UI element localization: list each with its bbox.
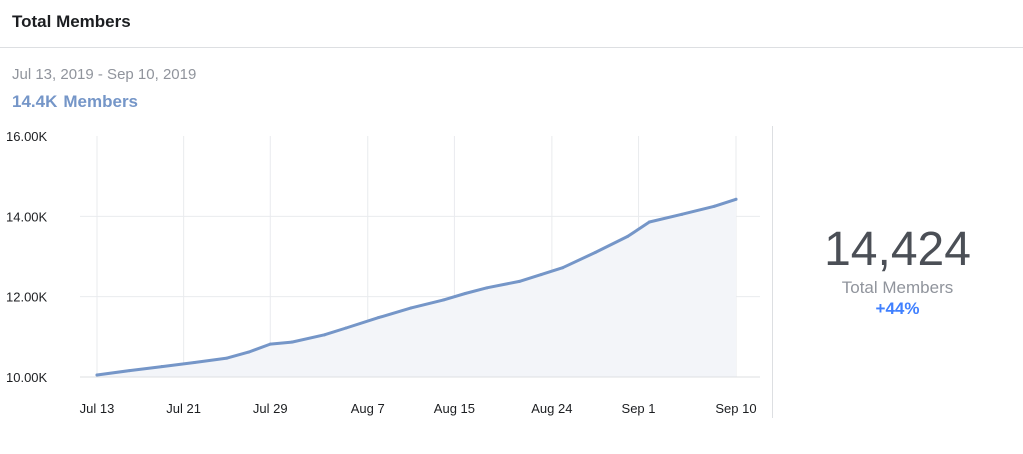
stat-block: 14,424 Total Members +44% bbox=[790, 222, 1005, 320]
data-point bbox=[647, 220, 651, 224]
x-tick-label: Jul 13 bbox=[80, 401, 115, 416]
y-tick-label: 10.00K bbox=[6, 370, 48, 385]
data-point bbox=[593, 250, 597, 254]
x-tick-label: Aug 24 bbox=[531, 401, 572, 416]
card-header: Total Members bbox=[0, 0, 1023, 48]
data-point bbox=[409, 306, 413, 310]
y-tick-label: 16.00K bbox=[6, 129, 48, 144]
data-point bbox=[485, 286, 489, 290]
x-tick-label: Sep 10 bbox=[715, 401, 756, 416]
x-tick-label: Sep 1 bbox=[622, 401, 656, 416]
member-summary: 14.4K Members bbox=[12, 92, 138, 112]
growth-percent: +44% bbox=[875, 299, 920, 318]
x-tick-label: Jul 29 bbox=[253, 401, 288, 416]
series-area bbox=[97, 199, 736, 377]
data-point bbox=[290, 340, 294, 344]
series-line bbox=[95, 197, 738, 377]
data-point bbox=[442, 298, 446, 302]
data-point bbox=[626, 234, 630, 238]
data-point bbox=[712, 204, 716, 208]
x-tick-label: Aug 15 bbox=[434, 401, 475, 416]
data-point bbox=[160, 365, 164, 369]
data-point bbox=[734, 197, 738, 201]
data-point bbox=[192, 361, 196, 365]
data-point bbox=[268, 342, 272, 346]
x-tick-label: Jul 21 bbox=[166, 401, 201, 416]
data-point bbox=[247, 350, 251, 354]
data-point bbox=[377, 316, 381, 320]
data-point bbox=[344, 326, 348, 330]
vertical-divider bbox=[772, 126, 773, 418]
y-tick-label: 12.00K bbox=[6, 290, 48, 305]
data-point bbox=[127, 369, 131, 373]
y-tick-label: 14.00K bbox=[6, 209, 48, 224]
member-summary-value: 14.4K bbox=[12, 92, 58, 111]
date-range: Jul 13, 2019 - Sep 10, 2019 bbox=[12, 66, 197, 83]
data-point bbox=[539, 273, 543, 277]
data-point bbox=[225, 356, 229, 360]
data-point bbox=[95, 373, 99, 377]
card-title: Total Members bbox=[12, 12, 131, 31]
total-members-label: Total Members bbox=[841, 278, 954, 297]
data-point bbox=[322, 333, 326, 337]
data-point bbox=[517, 279, 521, 283]
member-summary-label: Members bbox=[63, 92, 139, 111]
members-chart: 10.00K 12.00K 14.00K 16.00K Jul 13 Jul 21 Jul … bbox=[6, 129, 760, 416]
data-point bbox=[463, 291, 467, 295]
x-tick-label: Aug 7 bbox=[351, 401, 385, 416]
data-point bbox=[561, 266, 565, 270]
total-members-number: 14,424 bbox=[824, 223, 971, 276]
data-point bbox=[680, 212, 684, 216]
